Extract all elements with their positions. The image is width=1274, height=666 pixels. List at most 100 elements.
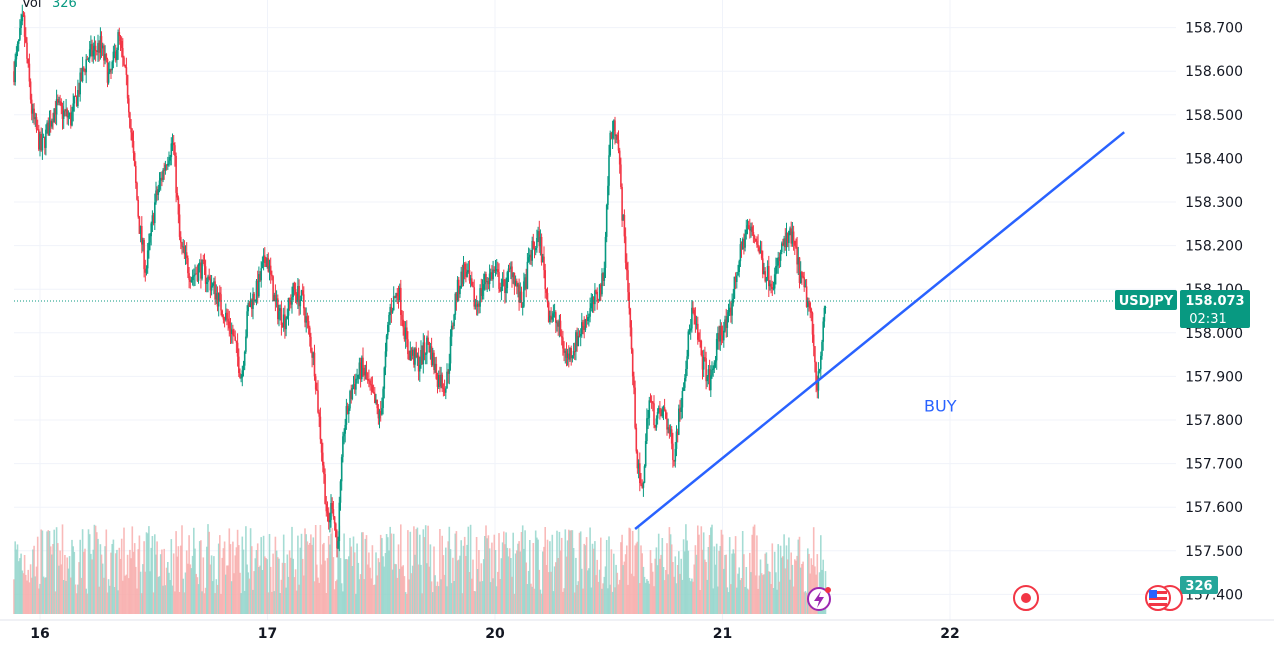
volume-bar (379, 534, 382, 614)
volume-bar (144, 571, 147, 614)
candle-body (540, 237, 543, 263)
volume-bar (255, 550, 258, 614)
buy-label[interactable]: BUY (924, 396, 957, 415)
candle-body (77, 90, 79, 106)
candle-body (79, 72, 81, 95)
volume-bar (404, 592, 407, 614)
candle-body (351, 388, 354, 399)
candle-body (165, 164, 168, 166)
volume-bar (305, 534, 307, 614)
candle-body (667, 427, 669, 430)
volume-bar (610, 549, 613, 614)
volume-bar (93, 524, 96, 614)
candle-body (264, 255, 266, 264)
candle-body (543, 256, 545, 271)
volume-bar (41, 530, 44, 614)
volume-bar (73, 551, 76, 614)
candle-body (194, 273, 196, 276)
volume-bar (520, 532, 523, 614)
candle-body (635, 427, 638, 452)
volume-bar (423, 537, 426, 614)
volume-bar (165, 567, 168, 614)
volume-bar (230, 581, 233, 614)
volume-bar (487, 535, 490, 614)
volume-bar (154, 534, 156, 614)
volume-bar (310, 534, 312, 614)
volume-bar (245, 526, 247, 614)
volume-bar (540, 593, 543, 614)
candle-body (232, 329, 234, 336)
volume-bar (549, 541, 551, 614)
time-axis[interactable]: 16 17 20 21 22 (30, 626, 959, 642)
candle-body (445, 388, 447, 393)
lightning-event-icon[interactable] (807, 587, 831, 611)
candle-body (718, 333, 720, 342)
candle-body (39, 134, 41, 150)
volume-bar (622, 565, 624, 614)
candle-body (583, 325, 585, 330)
candle-body (710, 375, 712, 391)
candle-body (387, 324, 389, 336)
us-flag-event-icon[interactable] (1145, 585, 1183, 611)
candle-body (579, 334, 582, 336)
price-axis[interactable]: 158.700 158.600 158.500 158.400 158.300 158.2… (1185, 21, 1243, 604)
candle-body (547, 302, 550, 322)
volume-bar (468, 572, 471, 614)
candle-body (240, 377, 242, 379)
volume-bar (637, 526, 640, 614)
candle-body (81, 67, 84, 81)
buy-trendline[interactable] (634, 131, 1125, 530)
candle-body (680, 407, 682, 412)
candle-body (128, 98, 130, 113)
record-event-icon[interactable] (1013, 585, 1039, 611)
volume-bar (624, 554, 627, 614)
volume-bar (125, 574, 128, 614)
symbol-tag: USDJPY (1115, 290, 1177, 310)
volume-bar (66, 557, 68, 614)
candle-body (550, 315, 552, 320)
candle-body (549, 315, 551, 322)
candle-body (704, 357, 706, 359)
volume-bar (385, 534, 388, 614)
volume-bar (365, 535, 368, 614)
candle-body (103, 45, 105, 61)
candle-body (126, 74, 129, 99)
candle-body (597, 300, 600, 302)
candle-body (493, 269, 496, 272)
candle-body (815, 362, 817, 384)
volume-bar (472, 559, 474, 614)
candle-body (615, 135, 617, 136)
volume-bar (804, 591, 807, 614)
volume-bar (381, 538, 383, 614)
volume-bar (277, 557, 279, 614)
candle-body (314, 376, 317, 390)
volume-bar (789, 579, 791, 614)
candle-body (330, 503, 332, 521)
candle-body (570, 348, 572, 359)
volume-bar (200, 540, 202, 614)
candle-body (795, 245, 797, 248)
volume-bar (177, 546, 180, 614)
volume-bar (725, 554, 727, 614)
volume-bar (499, 579, 501, 614)
volume-bar (198, 541, 201, 614)
volume-bar (450, 583, 453, 614)
volume-bar (753, 524, 756, 614)
candle-body (745, 229, 748, 235)
volume-bar (822, 559, 824, 614)
candle-body (197, 265, 200, 281)
candle-body (668, 427, 671, 434)
candle-body (698, 339, 700, 341)
volume-bar (526, 584, 529, 614)
candle-body (717, 333, 719, 339)
candle-body (779, 252, 782, 261)
candle-body (697, 323, 699, 340)
candle-body (397, 296, 400, 300)
candle-body (44, 136, 46, 148)
volume-bar (707, 547, 710, 614)
volume-bar (323, 542, 325, 614)
candle-body (601, 273, 603, 295)
candle-body (627, 270, 629, 293)
candle-body (436, 378, 439, 387)
